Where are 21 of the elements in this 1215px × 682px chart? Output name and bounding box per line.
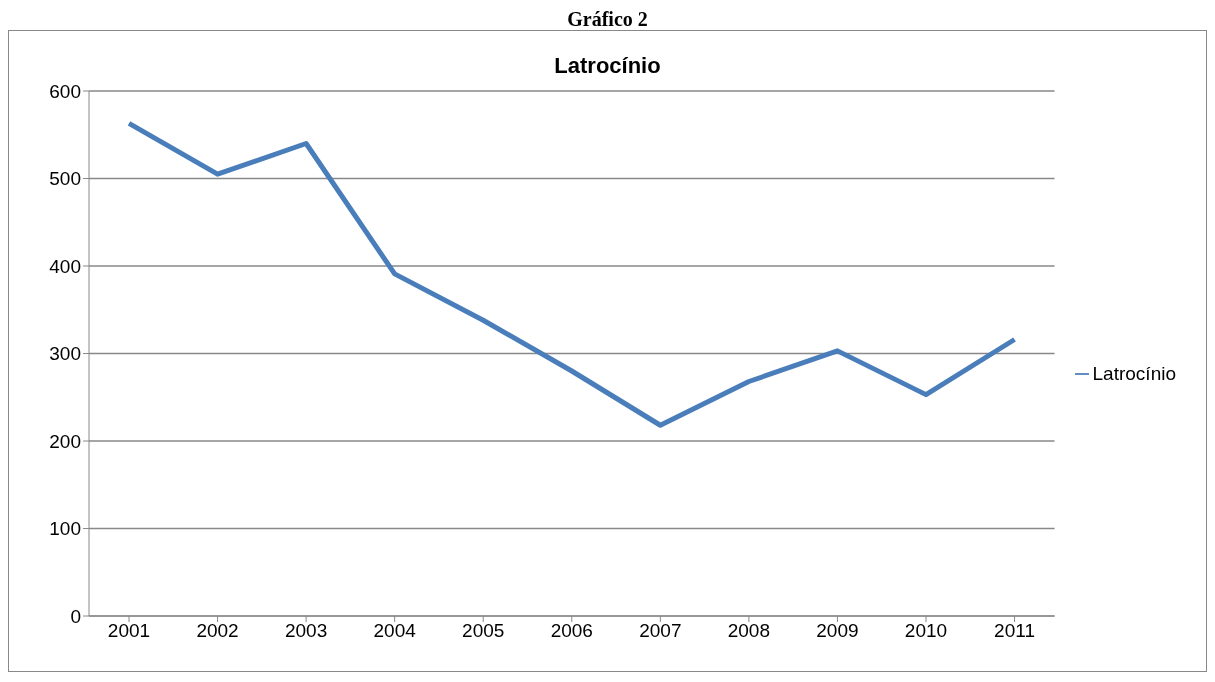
- x-tick-label: 2002: [196, 620, 239, 642]
- x-tick-label: 2004: [373, 620, 417, 642]
- chart-title: Latrocínio: [553, 52, 662, 80]
- y-tick-label: 600: [49, 80, 81, 102]
- y-tick-label: 300: [49, 343, 81, 365]
- y-tick-label: 400: [49, 255, 81, 277]
- y-tick-label: 500: [49, 168, 81, 190]
- legend-label: Latrocínio: [1092, 362, 1176, 384]
- y-tick-label: 200: [49, 430, 81, 452]
- x-tick-label: 2008: [727, 620, 771, 642]
- x-tick-label: 2006: [550, 620, 593, 642]
- text: Gráfico 2: [566, 8, 649, 30]
- x-tick-label: 2005: [462, 620, 505, 642]
- y-tick-label: 100: [49, 518, 81, 540]
- x-tick-label: 2011: [994, 620, 1035, 642]
- x-tick-label: 2001: [107, 620, 151, 642]
- x-tick-label: 2007: [639, 620, 682, 642]
- x-tick-label: 2003: [284, 620, 328, 642]
- x-tick-label: 2010: [904, 620, 948, 642]
- x-tick-label: 2009: [816, 620, 859, 642]
- y-tick-label: 0: [70, 605, 81, 627]
